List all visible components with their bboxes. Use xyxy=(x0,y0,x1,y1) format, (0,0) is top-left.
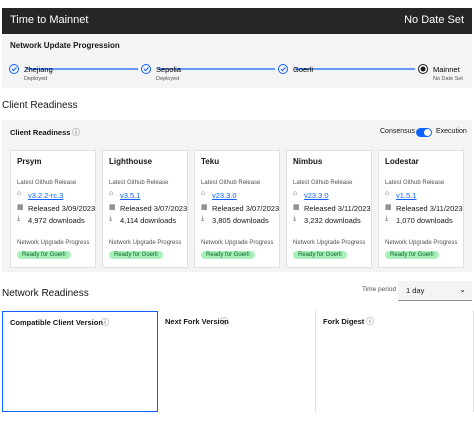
step-complete-icon xyxy=(278,64,288,74)
gauge-panel: Compatible Client Version ⓘ xyxy=(2,311,158,412)
step-status: Deployed xyxy=(24,76,47,82)
time-period-label: Time period xyxy=(362,286,397,293)
progress-label: Network Upgrade Progress xyxy=(109,240,182,246)
step-name: Zhejiang xyxy=(24,65,53,74)
gauge-panel: Next Fork Version ⓘ xyxy=(158,311,316,412)
step-name: Sepolia xyxy=(156,65,182,74)
progression-title: Network Update Progression xyxy=(10,41,120,50)
progress-label: Network Upgrade Progress xyxy=(201,240,274,246)
calendar-icon: ▦ xyxy=(201,204,208,211)
client-name: Prsym xyxy=(17,157,42,166)
release-label: Latest Github Release xyxy=(201,180,261,186)
section-heading: Client Readiness xyxy=(2,100,78,111)
download-icon: ⤓ xyxy=(17,215,21,222)
tag-icon: ⌂ xyxy=(385,190,390,197)
released-date: Released 3/11/2023 xyxy=(304,204,371,213)
released-date: Released 3/09/2023 xyxy=(28,204,96,213)
released-date: Released 3/11/2023 xyxy=(396,204,463,213)
time-period-value: 1 day xyxy=(406,286,425,295)
download-icon: ⤓ xyxy=(109,215,113,222)
calendar-icon: ▦ xyxy=(385,204,392,211)
status-tag: Ready for Goerli xyxy=(17,251,71,259)
client-name: Nimbus xyxy=(293,157,323,166)
downloads: 4,972 downloads xyxy=(28,216,85,225)
release-label: Latest Github Release xyxy=(109,180,169,186)
release-label: Latest Github Release xyxy=(293,180,353,186)
gauge-title: Compatible Client Version xyxy=(10,318,103,327)
chevron: ⌄ xyxy=(459,285,466,294)
tag-icon: ⌂ xyxy=(109,190,114,197)
info-icon: ⓘ xyxy=(101,318,109,327)
progression-panel: Network Update Progression xyxy=(2,34,472,88)
downloads: 3,805 downloads xyxy=(212,216,269,225)
client-name: Lodestar xyxy=(385,157,419,166)
version-link[interactable]: v23.3.0 xyxy=(212,191,237,200)
tag-icon: ⌂ xyxy=(293,190,298,197)
version-link[interactable]: v1.5.1 xyxy=(396,191,417,200)
release-label: Latest Github Release xyxy=(17,180,77,186)
version-link[interactable]: v3.5.1 xyxy=(120,191,141,200)
downloads: 1,070 downloads xyxy=(396,216,453,225)
top-bar: Time to Mainnet No Date Set xyxy=(2,8,472,34)
toggle-right[interactable]: Execution xyxy=(436,128,467,135)
gauge-title: Fork Digest xyxy=(323,317,365,326)
progress-label: Network Upgrade Progress xyxy=(385,240,458,246)
step-name: Goerli xyxy=(293,65,313,74)
gauge-panel: Fork Digest ⓘ xyxy=(316,311,474,412)
header-title: Time to Mainnet xyxy=(10,14,89,26)
downloads: 3,232 downloads xyxy=(304,216,361,225)
info-icon: ⓘ xyxy=(72,128,80,137)
status-tag: Ready for Goerli xyxy=(293,251,347,259)
version-link[interactable]: v3.2.2-rc.3 xyxy=(28,191,64,200)
header-status: No Date Set xyxy=(404,14,464,26)
status-tag: Ready for Goerli xyxy=(385,251,439,259)
calendar-icon: ▦ xyxy=(109,204,116,211)
calendar-icon: ▦ xyxy=(17,204,24,211)
step-check xyxy=(280,67,286,72)
step-check xyxy=(11,67,17,72)
client-card: Lighthouse Latest Github Release ⌂ v3.5.1 ▦ R… xyxy=(102,150,188,268)
download-icon: ⤓ xyxy=(201,215,205,222)
toggle[interactable] xyxy=(416,128,432,137)
status-tag: Ready for Goerli xyxy=(109,251,163,259)
step-check xyxy=(143,67,149,72)
step-status: No Date Set xyxy=(433,76,463,82)
status-tag: Ready for Goerli xyxy=(201,251,255,259)
client-card: Teku Latest Github Release ⌂ v23.3.0 ▦ Releas… xyxy=(194,150,280,268)
tag-icon: ⌂ xyxy=(17,190,22,197)
client-card: Prsym Latest Github Release ⌂ v3.2.2-rc.3 ▦ R… xyxy=(10,150,96,268)
info-icon: ⓘ xyxy=(366,317,374,326)
info-icon: ⓘ xyxy=(220,317,228,326)
toggle-knob xyxy=(424,129,431,136)
released-date: Released 3/07/2023 xyxy=(212,204,280,213)
step-complete-icon xyxy=(9,64,19,74)
progress-label: Network Upgrade Progress xyxy=(293,240,366,246)
client-card: Lodestar Latest Github Release ⌂ v1.5.1 ▦ Rel… xyxy=(378,150,464,268)
step-current-dot xyxy=(420,66,426,72)
time-period-dropdown[interactable]: 1 day ⌄ xyxy=(398,281,472,301)
downloads: 4,114 downloads xyxy=(120,216,177,225)
release-label: Latest Github Release xyxy=(385,180,445,186)
toggle-left[interactable]: Consensus xyxy=(380,128,416,135)
version-link[interactable]: v23.3.0 xyxy=(304,191,329,200)
client-card: Nimbus Latest Github Release ⌂ v23.3.0 ▦ Rele… xyxy=(286,150,372,268)
panel-title: Client Readiness xyxy=(10,128,71,137)
step-name: Mainnet xyxy=(433,65,461,74)
released-date: Released 3/07/2023 xyxy=(120,204,188,213)
client-name: Lighthouse xyxy=(109,157,153,166)
download-icon: ⤓ xyxy=(293,215,297,222)
calendar-icon: ▦ xyxy=(293,204,300,211)
tag-icon: ⌂ xyxy=(201,190,206,197)
step-status: Deployed xyxy=(156,76,179,82)
progress-label: Network Upgrade Progress xyxy=(17,240,90,246)
client-name: Teku xyxy=(201,157,220,166)
gauge-title: Next Fork Version xyxy=(165,317,229,326)
step-complete-icon xyxy=(141,64,151,74)
section-heading: Network Readiness xyxy=(2,288,89,299)
download-icon: ⤓ xyxy=(385,215,389,222)
